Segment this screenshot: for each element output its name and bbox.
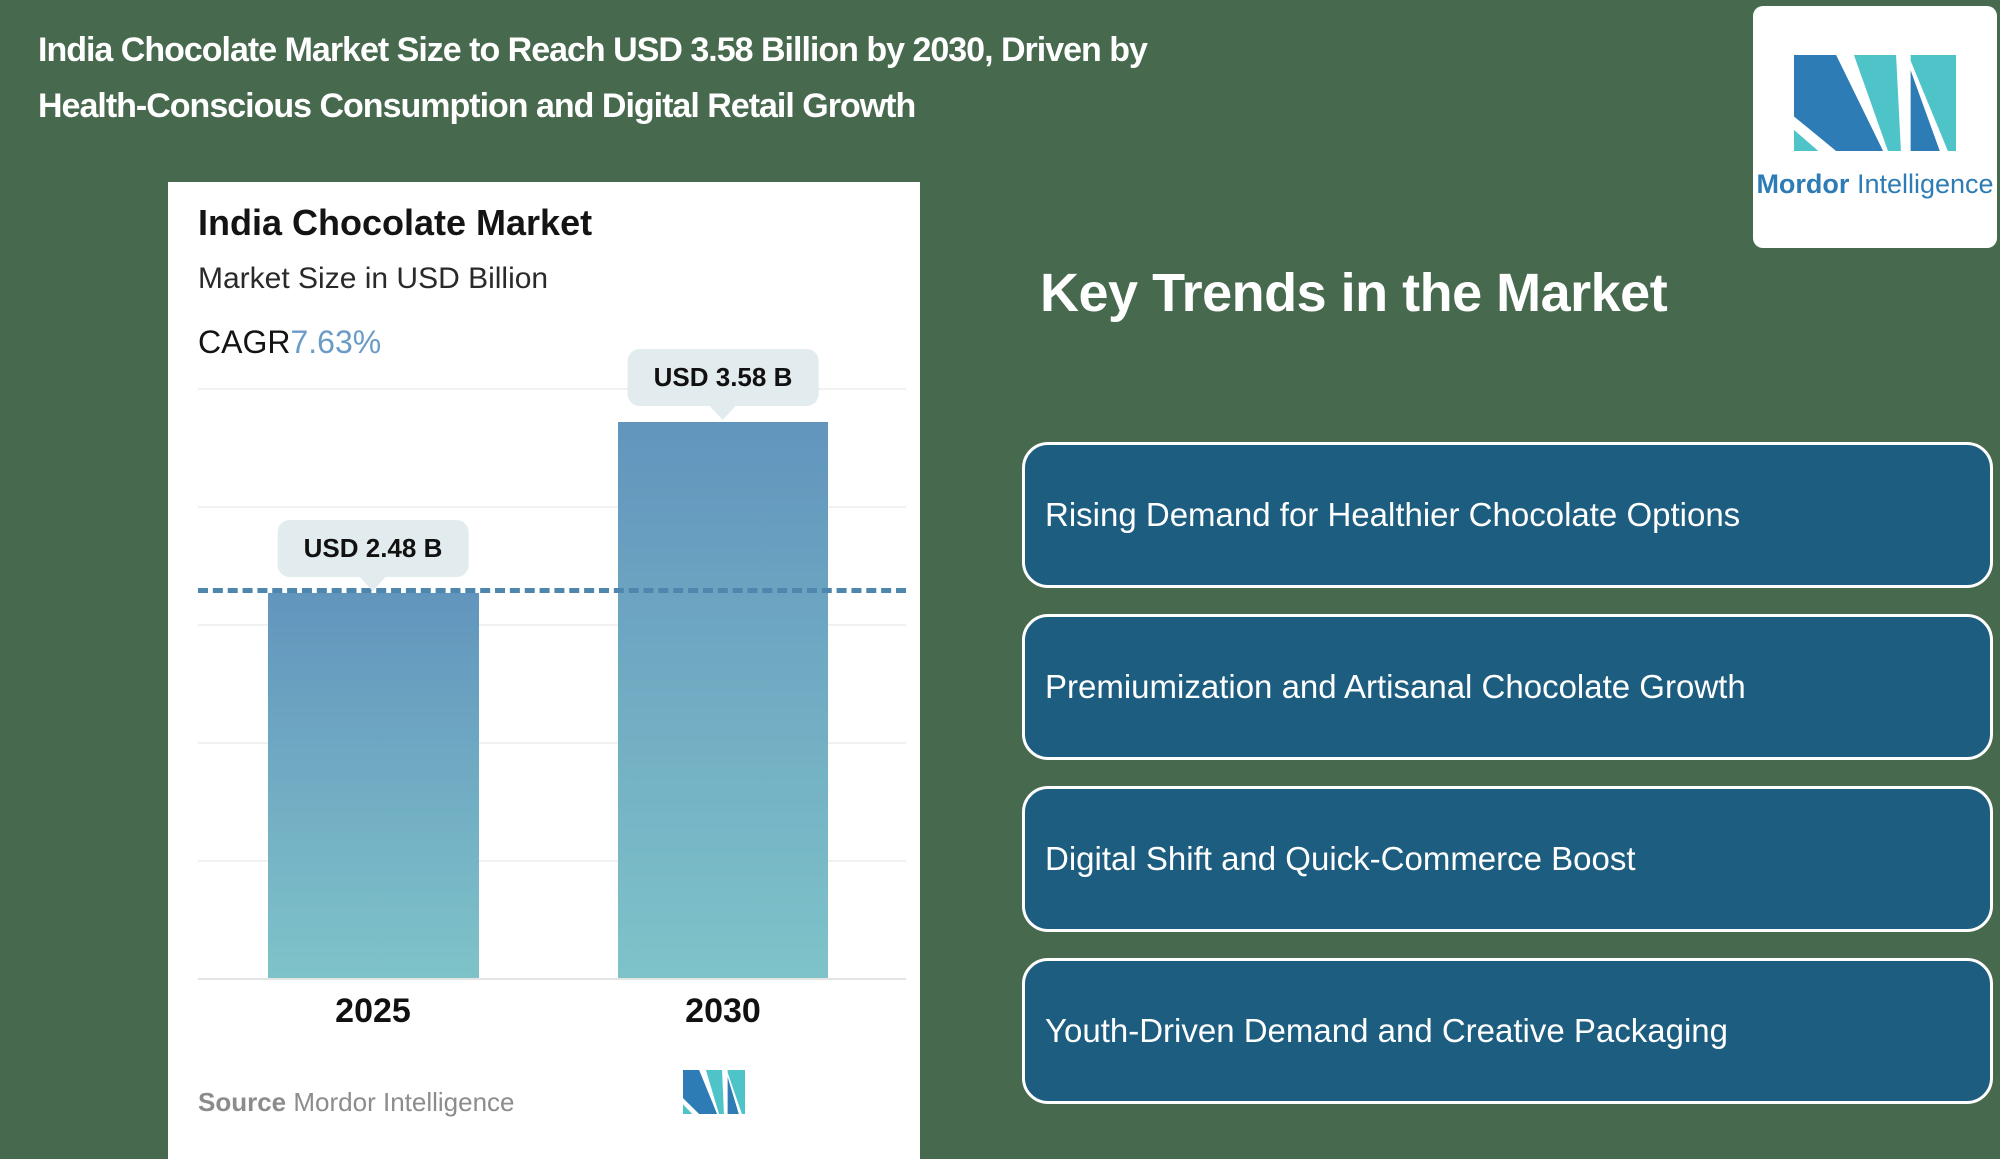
x-axis-label-2030: 2030 [685, 992, 761, 1030]
source-label: Source [198, 1087, 287, 1117]
brand-logo: Mordor Intelligence [1753, 6, 1997, 248]
trend-item-label: Digital Shift and Quick-Commerce Boost [1045, 840, 1636, 877]
trend-item-label: Youth-Driven Demand and Creative Packagi… [1045, 1012, 1729, 1049]
gridline [198, 742, 906, 744]
brand-name-bold: Mordor [1756, 168, 1850, 199]
trend-item-premiumization: Premiumization and Artisanal Chocolate G… [1022, 614, 1993, 760]
trend-item-youth-demand: Youth-Driven Demand and Creative Packagi… [1022, 958, 1993, 1104]
cagr-label: CAGR [198, 324, 291, 360]
cagr-row: CAGR7.63% [198, 324, 381, 361]
bar-chart-plot: USD 2.48 B USD 3.58 B [198, 349, 906, 980]
brand-name-regular: Intelligence [1856, 168, 1994, 199]
source-attribution: Source Mordor Intelligence [198, 1087, 515, 1118]
gridline [198, 506, 906, 508]
chart-card: India Chocolate Market Market Size in US… [168, 182, 920, 1159]
trend-item-label: Rising Demand for Healthier Chocolate Op… [1045, 496, 1741, 533]
brand-wordmark: Mordor Intelligence [1756, 169, 1993, 200]
page-title-line1: India Chocolate Market Size to Reach USD… [38, 31, 1148, 69]
reference-dashed-line [198, 588, 906, 593]
x-axis-label-2025: 2025 [335, 992, 411, 1030]
page-title: India Chocolate Market Size to Reach USD… [38, 22, 1148, 134]
source-value: Mordor Intelligence [293, 1087, 515, 1117]
trend-item-digital-shift: Digital Shift and Quick-Commerce Boost [1022, 786, 1993, 932]
gridline [198, 624, 906, 626]
cagr-value: 7.63% [290, 324, 382, 360]
mordor-intelligence-logo-icon [1794, 54, 1956, 151]
bar-2025 [268, 593, 479, 978]
page-title-line2: Health-Conscious Consumption and Digital… [38, 87, 916, 125]
value-label-2030: USD 3.58 B [627, 349, 819, 406]
key-trends-heading: Key Trends in the Market [1040, 263, 1668, 323]
gridline [198, 388, 906, 390]
bar-2030 [618, 422, 828, 978]
value-label-2025: USD 2.48 B [277, 520, 469, 577]
chart-title: India Chocolate Market [198, 202, 593, 243]
trend-item-healthier-options: Rising Demand for Healthier Chocolate Op… [1022, 442, 1993, 588]
mordor-intelligence-logo-icon [683, 1070, 745, 1114]
trend-item-label: Premiumization and Artisanal Chocolate G… [1045, 668, 1746, 705]
gridline [198, 860, 906, 862]
chart-subtitle: Market Size in USD Billion [198, 262, 549, 295]
